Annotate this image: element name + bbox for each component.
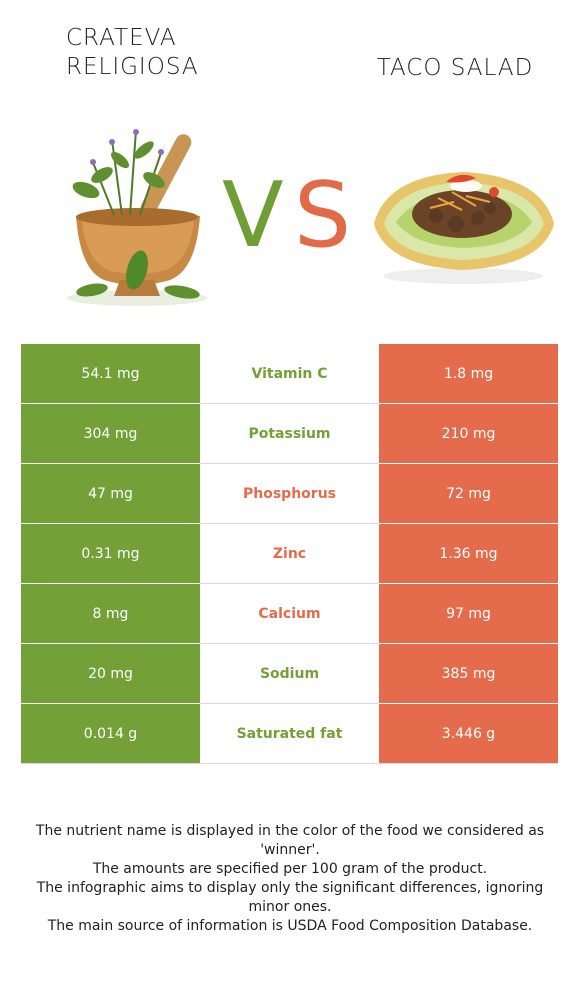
nutrient-comparison-table: 54.1 mg Vitamin C 1.8 mg 304 mg Potassium 210… (21, 344, 558, 764)
left-value: 0.31 mg (21, 523, 200, 584)
note-winner-color: The nutrient name is displayed in the co… (35, 823, 545, 858)
comparison-row: 0.31 mg Zinc 1.36 mg (21, 523, 558, 584)
nutrient-name: Saturated fat (200, 703, 379, 764)
versus-s: S (294, 163, 352, 268)
note-significant-differences: The infographic aims to display only the… (36, 880, 544, 915)
left-value: 0.014 g (21, 703, 200, 764)
nutrient-name: Zinc (200, 523, 379, 584)
left-value: 20 mg (21, 643, 200, 704)
right-value: 3.446 g (379, 703, 558, 764)
right-value: 97 mg (379, 583, 558, 644)
comparison-row: 54.1 mg Vitamin C 1.8 mg (21, 344, 558, 404)
right-value: 385 mg (379, 643, 558, 704)
comparison-row: 0.014 g Saturated fat 3.446 g (21, 703, 558, 764)
comparison-row: 20 mg Sodium 385 mg (21, 643, 558, 704)
left-value: 8 mg (21, 583, 200, 644)
left-value: 54.1 mg (21, 344, 200, 404)
comparison-row: 8 mg Calcium 97 mg (21, 583, 558, 644)
nutrient-name: Potassium (200, 403, 379, 464)
nutrient-name: Phosphorus (200, 463, 379, 524)
nutrient-name: Calcium (200, 583, 379, 644)
nutrient-name: Vitamin C (200, 344, 379, 404)
right-food-title: TACO SALAD (376, 55, 534, 81)
left-value: 47 mg (21, 463, 200, 524)
comparison-row: 47 mg Phosphorus 72 mg (21, 463, 558, 524)
note-data-source: The main source of information is USDA F… (47, 918, 533, 934)
footnotes: The nutrient name is displayed in the co… (30, 822, 550, 936)
versus-v: V (222, 163, 284, 268)
nutrient-name: Sodium (200, 643, 379, 704)
taco-salad-image (374, 172, 554, 284)
right-value: 1.8 mg (379, 344, 558, 404)
right-value: 1.36 mg (379, 523, 558, 584)
comparison-row: 304 mg Potassium 210 mg (21, 403, 558, 464)
note-amount-basis: The amounts are specified per 100 gram o… (92, 861, 488, 877)
right-value: 72 mg (379, 463, 558, 524)
mortar-herbs-image (67, 129, 207, 306)
left-food-title: CRATEVA RELIGIOSA (66, 25, 199, 80)
right-value: 210 mg (379, 403, 558, 464)
left-value: 304 mg (21, 403, 200, 464)
